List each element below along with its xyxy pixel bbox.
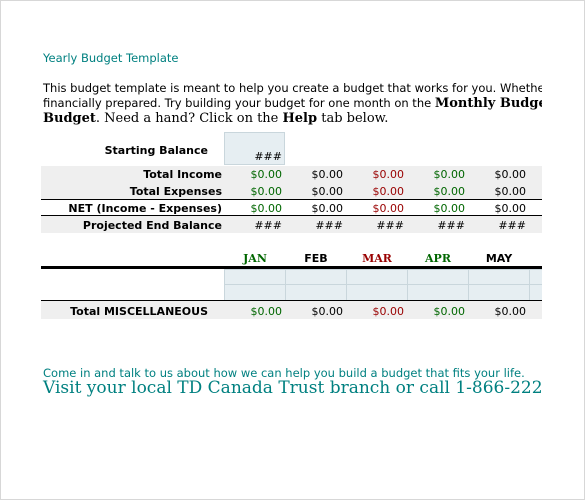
misc-cell-feb-2[interactable]: [285, 284, 347, 301]
intro-paragraph: This budget template is meant to help yo…: [43, 81, 542, 126]
net-may: $0.00: [494, 202, 527, 215]
misc-may: $0.00: [494, 305, 527, 318]
income-may: $0.00: [494, 168, 527, 181]
projected-end-balance-label: Projected End Balance: [82, 219, 222, 232]
expenses-feb: $0.00: [311, 185, 344, 198]
net-jan: $0.00: [250, 202, 283, 215]
month-header-apr: APR: [425, 252, 451, 265]
expenses-apr: $0.00: [433, 185, 466, 198]
intro-line-2-text: financially prepared. Try building your …: [43, 96, 435, 110]
intro-budget-word: Budget: [43, 111, 96, 126]
document-title: Yearly Budget Template: [43, 51, 179, 65]
misc-total-rule: [41, 300, 542, 301]
intro-monthly-budget: Monthly Budget: [434, 96, 542, 111]
misc-cell-apr-2[interactable]: [407, 284, 469, 301]
misc-apr: $0.00: [433, 305, 466, 318]
summary-shade-top: [41, 166, 542, 200]
intro-line-2: financially prepared. Try building your …: [43, 96, 542, 111]
misc-cell-jan-1[interactable]: [224, 269, 286, 285]
intro-line-3-end: tab below.: [317, 111, 389, 126]
misc-feb: $0.00: [311, 305, 344, 318]
net-mar: $0.00: [372, 202, 405, 215]
total-income-label: Total Income: [143, 168, 222, 181]
starting-balance-value: ###: [254, 150, 282, 163]
summary-shade-bottom: [41, 216, 542, 233]
month-header-feb: FEB: [304, 252, 328, 265]
misc-cell-jun-1[interactable]: [529, 269, 542, 285]
projected-feb: ###: [315, 219, 343, 232]
misc-total-shade: [41, 301, 542, 319]
intro-line-1: This budget template is meant to help yo…: [43, 81, 542, 95]
starting-balance-label: Starting Balance: [104, 144, 208, 157]
summary-divider-top: [41, 199, 542, 200]
total-expenses-label: Total Expenses: [129, 185, 222, 198]
expenses-may: $0.00: [494, 185, 527, 198]
income-jan: $0.00: [250, 168, 283, 181]
intro-help-link[interactable]: Help: [282, 111, 318, 126]
misc-cell-jun-2[interactable]: [529, 284, 542, 301]
income-feb: $0.00: [311, 168, 344, 181]
misc-cell-mar-2[interactable]: [346, 284, 408, 301]
month-header-jan: JAN: [243, 252, 267, 265]
misc-cell-apr-1[interactable]: [407, 269, 469, 285]
footer-message: Come in and talk to us about how we can …: [43, 366, 525, 380]
net-apr: $0.00: [433, 202, 466, 215]
net-feb: $0.00: [311, 202, 344, 215]
misc-cell-jan-2[interactable]: [224, 284, 286, 301]
projected-jan: ###: [254, 219, 282, 232]
intro-line-3: Budget. Need a hand? Click on the Help t…: [43, 111, 542, 126]
month-header-mar: MAR: [362, 252, 392, 265]
misc-jan: $0.00: [250, 305, 283, 318]
footer-call-to-action: Visit your local TD Canada Trust branch …: [43, 378, 542, 398]
sheet-viewport: Yearly Budget Template This budget templ…: [41, 51, 542, 398]
summary-divider-bottom: [41, 215, 542, 216]
income-mar: $0.00: [372, 168, 405, 181]
projected-may: ###: [498, 219, 526, 232]
misc-cell-may-2[interactable]: [468, 284, 530, 301]
projected-mar: ###: [376, 219, 404, 232]
net-label: NET (Income - Expenses): [68, 202, 222, 215]
expenses-mar: $0.00: [372, 185, 405, 198]
misc-mar: $0.00: [372, 305, 405, 318]
income-apr: $0.00: [433, 168, 466, 181]
expenses-jan: $0.00: [250, 185, 283, 198]
total-misc-label: Total MISCELLANEOUS: [70, 305, 208, 318]
starting-balance-cell[interactable]: [224, 132, 285, 165]
misc-cell-mar-1[interactable]: [346, 269, 408, 285]
misc-cell-may-1[interactable]: [468, 269, 530, 285]
month-header-rule: [41, 266, 542, 269]
misc-cell-feb-1[interactable]: [285, 269, 347, 285]
projected-apr: ###: [437, 219, 465, 232]
month-header-may: MAY: [485, 252, 513, 265]
intro-line-3-text: . Need a hand? Click on the: [95, 111, 283, 126]
